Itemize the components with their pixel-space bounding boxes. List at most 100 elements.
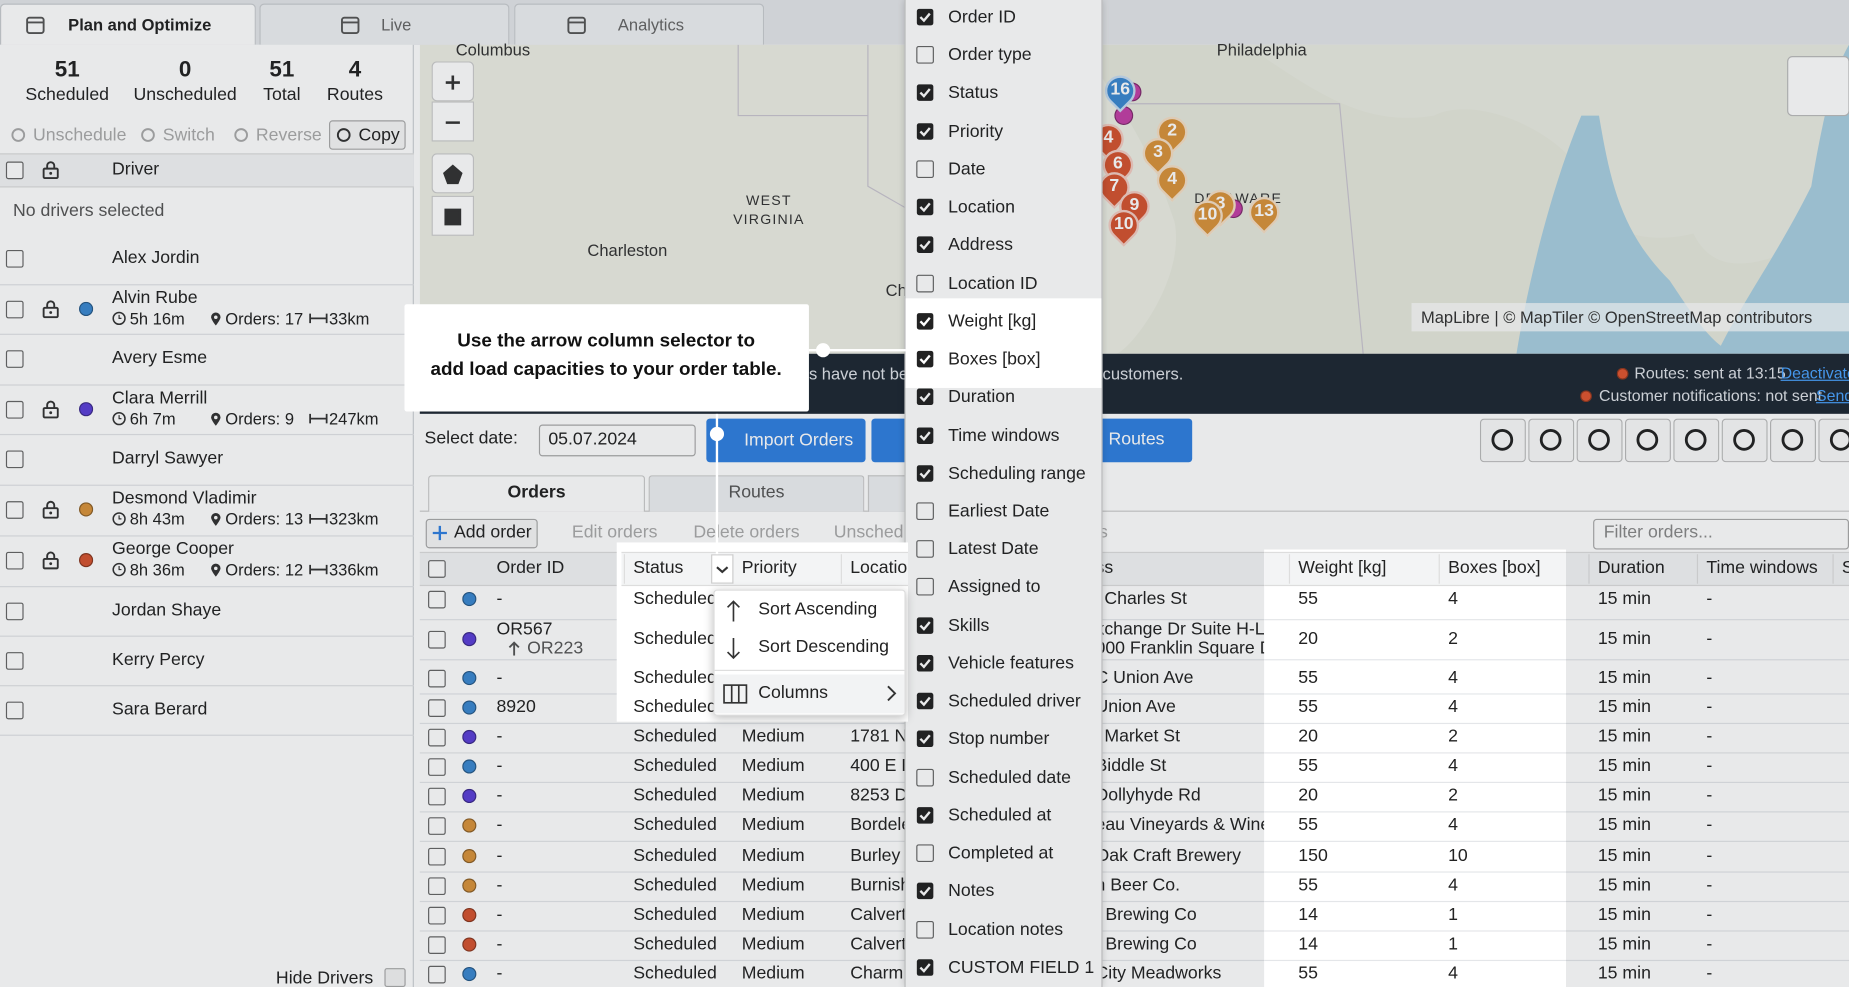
collapse-button[interactable] (384, 968, 406, 987)
column-checkbox[interactable] (916, 806, 934, 824)
toolbar-button[interactable]: Unschedule (33, 124, 127, 146)
blue-button[interactable] (871, 418, 907, 463)
column-checkbox[interactable] (916, 730, 934, 748)
column-option[interactable]: CUSTOM FIELD 1 (948, 957, 1095, 978)
deactivate-link[interactable]: Deactivate (1780, 364, 1849, 383)
hide-drivers[interactable]: Hide Drivers (275, 968, 374, 987)
order-tab[interactable] (648, 475, 865, 512)
column-option[interactable]: Location (948, 197, 1015, 218)
column-option[interactable]: Scheduled at (948, 805, 1052, 826)
column-option[interactable]: Scheduled date (948, 767, 1072, 788)
menu-item[interactable]: Sort Descending (758, 636, 890, 657)
order-action[interactable]: Unsched (833, 522, 904, 543)
menu-item[interactable]: Sort Ascending (758, 599, 878, 620)
column-checkbox[interactable] (916, 616, 934, 634)
column-option[interactable]: Date (948, 159, 986, 180)
column-option[interactable]: Location ID (948, 273, 1038, 294)
select-all[interactable] (5, 161, 24, 180)
column-option[interactable]: Scheduled driver (948, 691, 1081, 712)
column-checkbox[interactable] (916, 578, 934, 597)
driver-checkbox[interactable] (5, 350, 24, 368)
column-option[interactable]: Boxes [box] (948, 349, 1041, 370)
menu-item[interactable]: Columns (758, 682, 829, 703)
order-tab[interactable] (428, 475, 646, 512)
column-checkbox[interactable] (916, 958, 934, 976)
toolbar-button[interactable]: Switch (162, 124, 215, 146)
order-checkbox[interactable] (428, 630, 446, 649)
column-checkbox[interactable] (916, 540, 934, 559)
routes-button[interactable] (1096, 418, 1193, 463)
column-checkbox[interactable] (916, 464, 934, 482)
order-checkbox[interactable] (428, 965, 446, 984)
tab[interactable] (514, 3, 765, 45)
column-checkbox[interactable] (916, 46, 934, 64)
order-checkbox[interactable] (428, 847, 446, 866)
order-tab[interactable] (867, 475, 907, 512)
toolbar-button[interactable]: Reverse (255, 124, 322, 146)
column-checkbox[interactable] (916, 768, 934, 787)
column-checkbox[interactable] (916, 692, 934, 710)
column-option[interactable]: Order type (948, 45, 1032, 66)
column-checkbox[interactable] (916, 654, 934, 672)
driver-checkbox[interactable] (5, 652, 24, 670)
column-option[interactable]: Earliest Date (948, 501, 1050, 522)
driver-checkbox[interactable] (5, 450, 24, 469)
driver-checkbox[interactable] (5, 249, 24, 268)
column-option[interactable]: Scheduling range (948, 463, 1086, 484)
column-checkbox[interactable] (916, 274, 934, 292)
order-checkbox[interactable] (428, 758, 446, 776)
order-checkbox[interactable] (428, 877, 446, 896)
tab[interactable] (259, 3, 510, 45)
column-checkbox[interactable] (916, 502, 934, 521)
column-checkbox[interactable] (916, 844, 934, 863)
order-checkbox[interactable] (428, 699, 446, 717)
column-checkbox[interactable] (916, 122, 934, 140)
column-checkbox[interactable] (916, 198, 934, 216)
order-checkbox[interactable] (428, 787, 446, 806)
send-link[interactable]: Send (1815, 386, 1849, 405)
select-all-orders[interactable] (428, 560, 446, 578)
column-checkbox[interactable] (916, 882, 934, 900)
driver-checkbox[interactable] (5, 300, 24, 319)
column-checkbox[interactable] (916, 350, 934, 368)
column-checkbox[interactable] (916, 426, 934, 444)
order-action[interactable]: Edit orders (571, 522, 658, 543)
column-checkbox[interactable] (916, 388, 934, 406)
column-option[interactable]: Completed at (948, 843, 1054, 864)
column-checkbox[interactable] (916, 8, 934, 26)
order-checkbox[interactable] (428, 936, 446, 954)
column-checkbox[interactable] (916, 236, 934, 254)
import-button[interactable] (706, 418, 866, 463)
order-checkbox[interactable] (428, 728, 446, 747)
toolbar-button[interactable]: Copy (358, 124, 400, 146)
copy-button[interactable] (328, 120, 406, 150)
column-option[interactable]: Order ID (948, 7, 1016, 28)
column-option[interactable]: Stop number (948, 729, 1050, 750)
column-checkbox[interactable] (916, 160, 934, 178)
column-option[interactable]: Duration (948, 387, 1015, 408)
column-option[interactable]: Time windows (948, 425, 1060, 446)
driver-checkbox[interactable] (5, 501, 24, 519)
column-option[interactable]: Vehicle features (948, 653, 1074, 674)
order-checkbox[interactable] (428, 590, 446, 609)
column-option[interactable]: Address (948, 235, 1013, 256)
column-option[interactable]: Latest Date (948, 539, 1039, 560)
order-action[interactable]: Delete orders (693, 522, 800, 543)
filter-input[interactable] (1593, 518, 1849, 550)
column-option[interactable]: Skills (948, 615, 990, 636)
driver-checkbox[interactable] (5, 400, 24, 419)
driver-checkbox[interactable] (5, 551, 24, 570)
order-checkbox[interactable] (428, 817, 446, 835)
column-option[interactable]: Notes (948, 881, 995, 902)
driver-checkbox[interactable] (5, 701, 24, 720)
column-option[interactable]: Priority (948, 121, 1004, 142)
column-option[interactable]: Weight [kg] (948, 311, 1037, 332)
column-checkbox[interactable] (916, 312, 934, 330)
column-option[interactable]: Location notes (948, 919, 1064, 940)
column-checkbox[interactable] (916, 84, 934, 102)
date-input[interactable] (538, 424, 696, 457)
order-action[interactable]: Add order (453, 522, 532, 543)
column-option[interactable]: Assigned to (948, 577, 1041, 598)
order-checkbox[interactable] (428, 669, 446, 688)
driver-checkbox[interactable] (5, 602, 24, 621)
